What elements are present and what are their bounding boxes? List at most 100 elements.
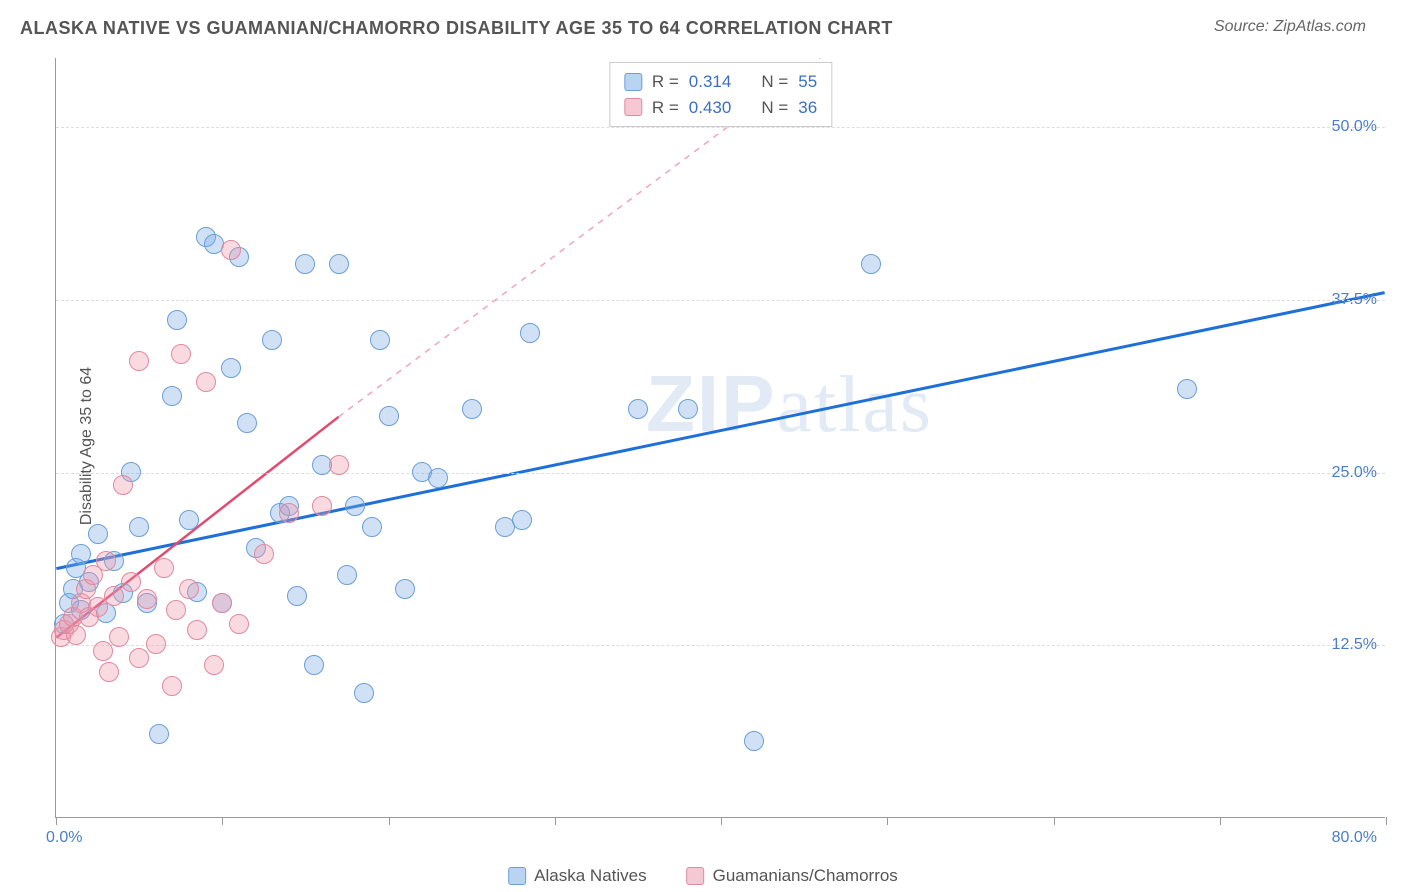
scatter-point-guam <box>312 496 332 516</box>
gridline-h <box>56 645 1385 646</box>
scatter-point-alaska <box>354 683 374 703</box>
swatch-guam <box>624 98 642 116</box>
scatter-point-alaska <box>129 517 149 537</box>
gridline-h <box>56 300 1385 301</box>
gridline-h <box>56 127 1385 128</box>
y-tick-label: 37.5% <box>1332 291 1377 309</box>
scatter-point-alaska <box>744 731 764 751</box>
scatter-point-alaska <box>262 330 282 350</box>
x-tick <box>222 817 223 825</box>
r-value-alaska: 0.314 <box>689 69 732 95</box>
scatter-point-alaska <box>861 254 881 274</box>
x-axis-max-label: 80.0% <box>1332 829 1377 847</box>
scatter-point-alaska <box>370 330 390 350</box>
scatter-point-alaska <box>88 524 108 544</box>
scatter-point-alaska <box>678 399 698 419</box>
scatter-point-guam <box>129 351 149 371</box>
x-tick <box>1386 817 1387 825</box>
scatter-point-guam <box>187 620 207 640</box>
n-label: N = <box>761 95 788 121</box>
scatter-point-alaska <box>512 510 532 530</box>
scatter-point-alaska <box>71 544 91 564</box>
scatter-point-guam <box>104 586 124 606</box>
scatter-point-alaska <box>287 586 307 606</box>
x-tick <box>1054 817 1055 825</box>
scatter-point-guam <box>154 558 174 578</box>
x-axis-min-label: 0.0% <box>46 829 82 847</box>
scatter-point-alaska <box>167 310 187 330</box>
legend-label-alaska: Alaska Natives <box>534 866 646 886</box>
scatter-point-guam <box>329 455 349 475</box>
scatter-point-guam <box>66 625 86 645</box>
x-tick <box>887 817 888 825</box>
n-value-guam: 36 <box>798 95 817 121</box>
scatter-point-guam <box>179 579 199 599</box>
n-label: N = <box>761 69 788 95</box>
scatter-point-alaska <box>395 579 415 599</box>
x-tick <box>721 817 722 825</box>
scatter-point-guam <box>196 372 216 392</box>
x-tick <box>389 817 390 825</box>
r-label: R = <box>652 95 679 121</box>
scatter-point-alaska <box>179 510 199 530</box>
scatter-point-guam <box>162 676 182 696</box>
scatter-point-alaska <box>295 254 315 274</box>
legend-item-guam: Guamanians/Chamorros <box>687 866 898 886</box>
scatter-point-alaska <box>221 358 241 378</box>
scatter-point-guam <box>221 240 241 260</box>
scatter-point-alaska <box>304 655 324 675</box>
x-tick <box>555 817 556 825</box>
scatter-point-guam <box>146 634 166 654</box>
scatter-point-alaska <box>379 406 399 426</box>
scatter-point-alaska <box>345 496 365 516</box>
scatter-point-alaska <box>162 386 182 406</box>
y-tick-label: 25.0% <box>1332 464 1377 482</box>
chart-title: ALASKA NATIVE VS GUAMANIAN/CHAMORRO DISA… <box>20 18 893 38</box>
scatter-point-alaska <box>329 254 349 274</box>
r-label: R = <box>652 69 679 95</box>
swatch-alaska-legend <box>508 867 526 885</box>
scatter-point-guam <box>129 648 149 668</box>
scatter-point-guam <box>204 655 224 675</box>
scatter-point-guam <box>166 600 186 620</box>
source-label: Source: ZipAtlas.com <box>1214 18 1366 36</box>
n-value-alaska: 55 <box>798 69 817 95</box>
y-tick-label: 12.5% <box>1332 636 1377 654</box>
scatter-point-guam <box>279 503 299 523</box>
scatter-point-guam <box>96 551 116 571</box>
y-tick-label: 50.0% <box>1332 118 1377 136</box>
scatter-point-alaska <box>628 399 648 419</box>
legend-item-alaska: Alaska Natives <box>508 866 646 886</box>
scatter-point-guam <box>254 544 274 564</box>
stats-row-guam: R = 0.430 N = 36 <box>624 95 817 121</box>
trend-lines <box>56 58 1385 817</box>
scatter-point-guam <box>212 593 232 613</box>
swatch-guam-legend <box>687 867 705 885</box>
legend-label-guam: Guamanians/Chamorros <box>713 866 898 886</box>
r-value-guam: 0.430 <box>689 95 732 121</box>
scatter-point-guam <box>229 614 249 634</box>
scatter-point-alaska <box>462 399 482 419</box>
scatter-point-guam <box>121 572 141 592</box>
scatter-point-guam <box>113 475 133 495</box>
scatter-point-guam <box>93 641 113 661</box>
scatter-point-guam <box>137 589 157 609</box>
scatter-point-guam <box>109 627 129 647</box>
gridline-h <box>56 473 1385 474</box>
stats-row-alaska: R = 0.314 N = 55 <box>624 69 817 95</box>
x-tick <box>1220 817 1221 825</box>
scatter-point-alaska <box>237 413 257 433</box>
scatter-point-alaska <box>1177 379 1197 399</box>
x-tick <box>56 817 57 825</box>
scatter-plot-area: ZIPatlas R = 0.314 N = 55 R = 0.430 N = … <box>55 58 1385 818</box>
scatter-point-alaska <box>520 323 540 343</box>
swatch-alaska <box>624 73 642 91</box>
scatter-point-alaska <box>428 468 448 488</box>
scatter-point-guam <box>99 662 119 682</box>
scatter-point-alaska <box>362 517 382 537</box>
correlation-stats-box: R = 0.314 N = 55 R = 0.430 N = 36 <box>609 62 832 127</box>
scatter-point-guam <box>171 344 191 364</box>
series-legend: Alaska Natives Guamanians/Chamorros <box>508 866 898 886</box>
scatter-point-alaska <box>149 724 169 744</box>
scatter-point-alaska <box>337 565 357 585</box>
